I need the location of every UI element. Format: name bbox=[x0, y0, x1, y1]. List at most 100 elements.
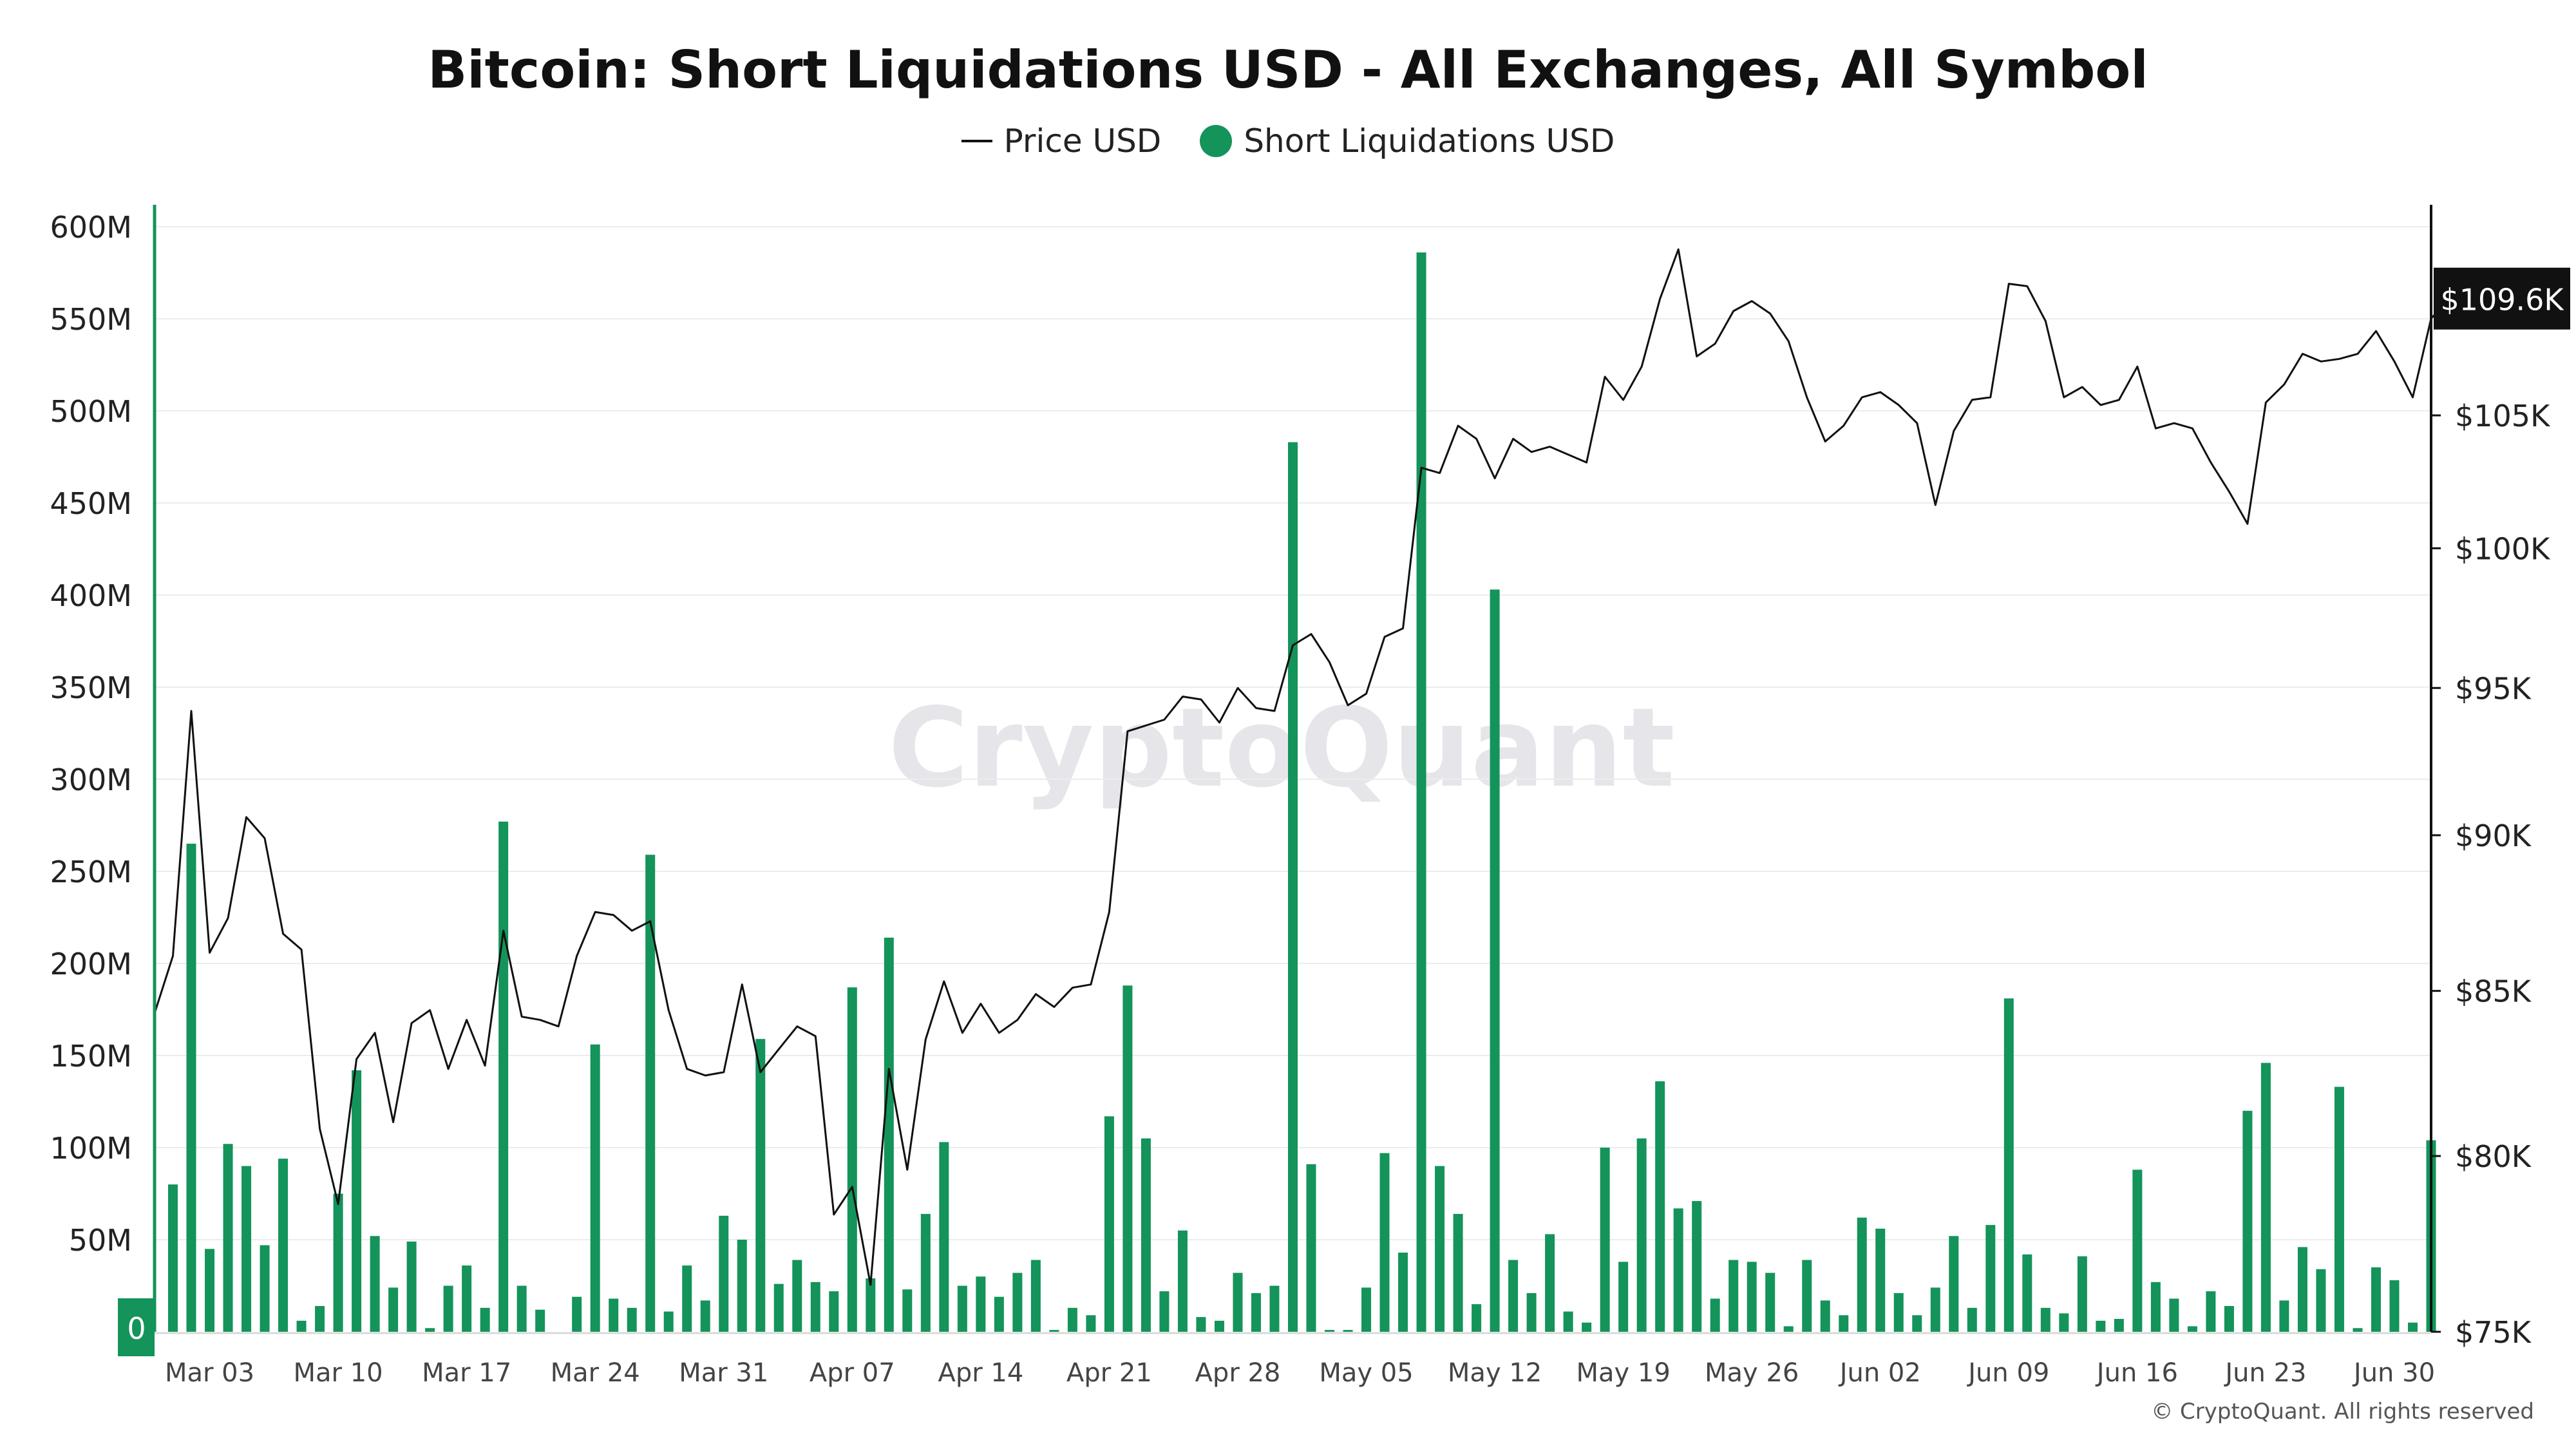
bar[interactable] bbox=[2059, 1313, 2069, 1332]
bar[interactable] bbox=[682, 1265, 692, 1332]
bar[interactable] bbox=[773, 1283, 784, 1332]
bar[interactable] bbox=[866, 1278, 876, 1332]
bar[interactable] bbox=[278, 1159, 289, 1332]
bar[interactable] bbox=[1893, 1293, 1904, 1332]
bar[interactable] bbox=[462, 1265, 472, 1332]
bar[interactable] bbox=[792, 1260, 802, 1332]
bar[interactable] bbox=[2242, 1110, 2253, 1332]
bar[interactable] bbox=[242, 1166, 252, 1332]
bar[interactable] bbox=[1839, 1315, 1849, 1332]
bar[interactable] bbox=[2371, 1267, 2381, 1332]
bar[interactable] bbox=[884, 937, 894, 1332]
bar[interactable] bbox=[737, 1240, 747, 1332]
bar[interactable] bbox=[2224, 1305, 2234, 1332]
bar[interactable] bbox=[2169, 1298, 2179, 1332]
bar[interactable] bbox=[425, 1328, 435, 1332]
bar[interactable] bbox=[498, 821, 509, 1332]
bar[interactable] bbox=[2114, 1318, 2124, 1332]
bar[interactable] bbox=[1012, 1273, 1023, 1332]
bar[interactable] bbox=[2334, 1086, 2344, 1332]
bar[interactable] bbox=[1526, 1293, 1537, 1332]
bar[interactable] bbox=[223, 1144, 233, 1332]
bar[interactable] bbox=[2187, 1326, 2197, 1332]
bar[interactable] bbox=[1820, 1300, 1830, 1332]
bar[interactable] bbox=[572, 1296, 582, 1332]
bar[interactable] bbox=[2389, 1280, 2400, 1332]
bar[interactable] bbox=[406, 1241, 417, 1332]
bar[interactable] bbox=[2206, 1291, 2216, 1332]
bar[interactable] bbox=[2132, 1170, 2143, 1332]
bar[interactable] bbox=[1122, 985, 1133, 1332]
bar[interactable] bbox=[1508, 1260, 1519, 1332]
legend-item-price[interactable]: Price USD bbox=[961, 122, 1161, 160]
bar[interactable] bbox=[1269, 1285, 1280, 1332]
bar[interactable] bbox=[1765, 1273, 1776, 1332]
bar[interactable] bbox=[609, 1298, 619, 1332]
bar[interactable] bbox=[920, 1213, 931, 1332]
legend-item-short-liquidations[interactable]: Short Liquidations USD bbox=[1200, 122, 1615, 160]
bar[interactable] bbox=[2022, 1254, 2032, 1332]
bar[interactable] bbox=[902, 1289, 913, 1332]
bar[interactable] bbox=[1214, 1320, 1224, 1332]
bar[interactable] bbox=[1288, 442, 1298, 1332]
bar[interactable] bbox=[296, 1320, 307, 1332]
bar[interactable] bbox=[1545, 1234, 1555, 1332]
bar[interactable] bbox=[2353, 1328, 2363, 1332]
bar[interactable] bbox=[1196, 1317, 1206, 1332]
bar[interactable] bbox=[1030, 1260, 1041, 1332]
bar[interactable] bbox=[663, 1311, 674, 1332]
bar[interactable] bbox=[1159, 1291, 1170, 1332]
bar[interactable] bbox=[205, 1249, 215, 1332]
bar[interactable] bbox=[1747, 1262, 1757, 1332]
bar[interactable] bbox=[535, 1309, 545, 1332]
bar[interactable] bbox=[1967, 1307, 1977, 1332]
bar[interactable] bbox=[1875, 1228, 1886, 1332]
bar[interactable] bbox=[1673, 1208, 1683, 1332]
bar[interactable] bbox=[1251, 1293, 1261, 1332]
bar[interactable] bbox=[976, 1276, 986, 1332]
bar[interactable] bbox=[443, 1285, 453, 1332]
bar[interactable] bbox=[333, 1193, 343, 1332]
bar[interactable] bbox=[1453, 1213, 1463, 1332]
bar[interactable] bbox=[1563, 1311, 1573, 1332]
bar[interactable] bbox=[1985, 1225, 1996, 1332]
bar[interactable] bbox=[590, 1044, 600, 1332]
bar[interactable] bbox=[755, 1039, 766, 1332]
bar[interactable] bbox=[1949, 1236, 1959, 1332]
bar[interactable] bbox=[1600, 1148, 1610, 1332]
bar[interactable] bbox=[480, 1307, 490, 1332]
bar[interactable] bbox=[1361, 1287, 1372, 1332]
bar[interactable] bbox=[1067, 1307, 1077, 1332]
bar[interactable] bbox=[1177, 1230, 1188, 1332]
bar[interactable] bbox=[2077, 1256, 2087, 1332]
bar[interactable] bbox=[1435, 1166, 1445, 1332]
price-line[interactable] bbox=[153, 248, 2450, 1286]
bar[interactable] bbox=[810, 1282, 820, 1332]
bar[interactable] bbox=[1141, 1138, 1151, 1332]
bar[interactable] bbox=[1728, 1260, 1739, 1332]
bar[interactable] bbox=[2407, 1322, 2418, 1332]
bar[interactable] bbox=[1104, 1116, 1114, 1332]
bar[interactable] bbox=[2260, 1063, 2271, 1332]
bar[interactable] bbox=[627, 1307, 637, 1332]
bar[interactable] bbox=[2096, 1320, 2106, 1332]
bar[interactable] bbox=[1618, 1262, 1629, 1332]
bar[interactable] bbox=[1655, 1081, 1665, 1332]
bar[interactable] bbox=[1582, 1322, 1592, 1332]
bar[interactable] bbox=[1783, 1326, 1794, 1332]
bar[interactable] bbox=[1912, 1315, 1922, 1332]
bar[interactable] bbox=[645, 855, 656, 1332]
bar[interactable] bbox=[260, 1245, 270, 1332]
bar[interactable] bbox=[168, 1184, 178, 1332]
bar[interactable] bbox=[1416, 252, 1426, 1332]
bar[interactable] bbox=[939, 1142, 949, 1332]
bar[interactable] bbox=[388, 1287, 399, 1332]
bar[interactable] bbox=[1490, 589, 1500, 1332]
bar[interactable] bbox=[2040, 1307, 2050, 1332]
bar[interactable] bbox=[1857, 1217, 1867, 1332]
bar[interactable] bbox=[2150, 1282, 2161, 1332]
bar[interactable] bbox=[1379, 1153, 1390, 1332]
bar[interactable] bbox=[1636, 1138, 1647, 1332]
bar[interactable] bbox=[700, 1300, 710, 1332]
bar[interactable] bbox=[370, 1236, 380, 1332]
